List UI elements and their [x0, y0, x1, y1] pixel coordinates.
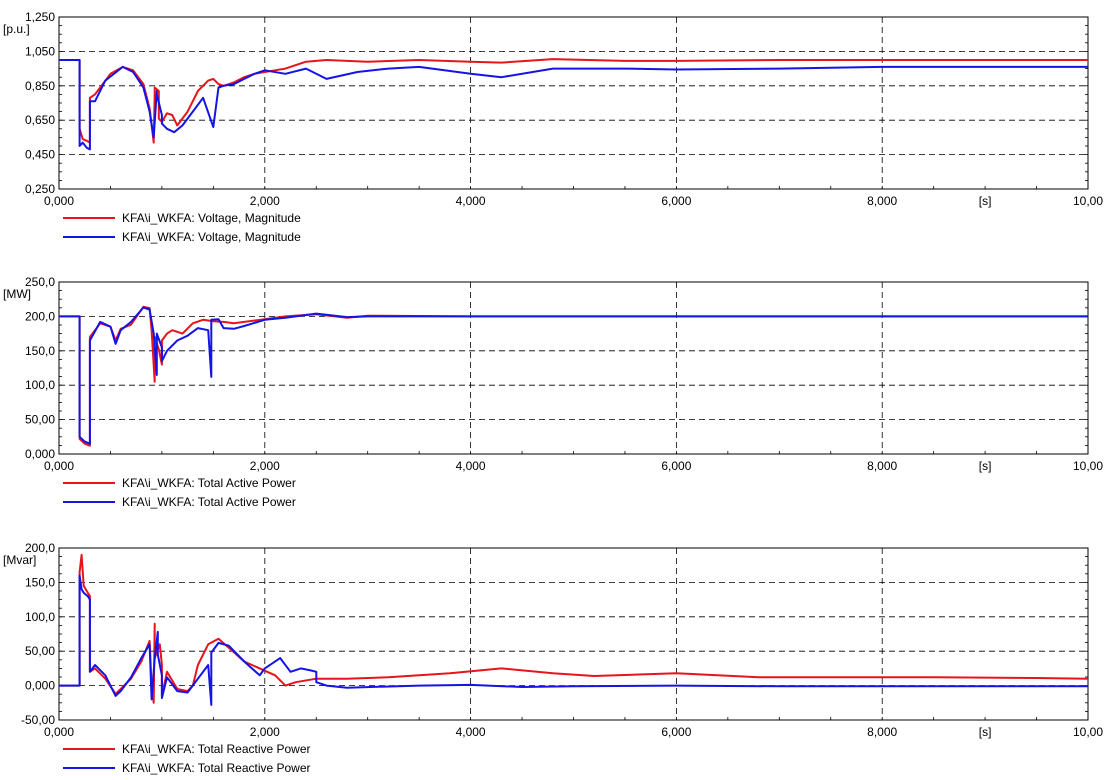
y-unit-label: [Mvar] [3, 553, 36, 567]
series-line-2 [59, 574, 1088, 706]
plot-frame [58, 547, 1089, 721]
x-tick-label: 4,000 [456, 725, 486, 739]
y-tick-label: -50,00 [21, 713, 55, 727]
x-unit-label: [s] [979, 725, 992, 739]
y-tick-label: 0,450 [25, 148, 55, 162]
x-tick-label: 8,000 [867, 459, 897, 473]
y-tick-label: 200,0 [25, 541, 55, 555]
x-tick-label: 2,000 [250, 725, 280, 739]
legend-label: KFA\i_WKFA: Total Reactive Power [122, 742, 311, 756]
y-tick-label: 50,00 [25, 413, 55, 427]
x-tick-label: 0,000 [44, 459, 74, 473]
y-unit-label: [p.u.] [3, 22, 30, 36]
y-tick-label: 1,050 [25, 44, 55, 58]
x-tick-label: 4,000 [456, 194, 486, 208]
y-tick-label: 0,000 [25, 447, 55, 461]
plot-frame [58, 281, 1089, 455]
y-tick-label: 250,0 [25, 275, 55, 289]
plot-frame [58, 16, 1089, 190]
series-line-2 [59, 59, 1088, 151]
series-line-1 [59, 58, 1088, 144]
y-tick-label: 100,0 [25, 610, 55, 624]
y-tick-label: 50,00 [25, 644, 55, 658]
chart-panel-2: 250,0 200,0 150,0 100,0 50,00 0,000 [MW] 0,000 2… [3, 275, 1103, 509]
x-tick-label: 4,000 [456, 459, 486, 473]
y-unit-label: [MW] [3, 287, 31, 301]
y-tick-label: 100,0 [25, 378, 55, 392]
x-tick-label: 6,000 [661, 194, 691, 208]
x-tick-label: 10,00 [1073, 194, 1103, 208]
y-tick-label: 0,000 [25, 679, 55, 693]
x-unit-label: [s] [979, 459, 992, 473]
x-tick-label: 6,000 [661, 459, 691, 473]
legend-label: KFA\i_WKFA: Voltage, Magnitude [122, 230, 301, 244]
x-tick-label: 2,000 [250, 459, 280, 473]
legend-label: KFA\i_WKFA: Total Reactive Power [122, 761, 311, 775]
legend-label: KFA\i_WKFA: Voltage, Magnitude [122, 211, 301, 225]
x-unit-label: [s] [979, 194, 992, 208]
chart-panel-3: 200,0150,0100,050,000,000-50,00[Mvar]0,0… [3, 541, 1103, 775]
chart-panel-1: 1,250 1,050 0,850 0,650 0,450 0,250 [p.u.] 0,00… [3, 10, 1103, 244]
series-line-1 [59, 553, 1089, 704]
y-tick-label: 200,0 [25, 309, 55, 323]
legend-label: KFA\i_WKFA: Total Active Power [122, 476, 296, 490]
x-tick-label: 0,000 [44, 194, 74, 208]
y-tick-label: 150,0 [25, 575, 55, 589]
x-tick-label: 8,000 [867, 194, 897, 208]
x-tick-label: 10,00 [1073, 725, 1103, 739]
y-tick-label: 0,850 [25, 79, 55, 93]
x-tick-label: 10,00 [1073, 459, 1103, 473]
x-tick-label: 8,000 [867, 725, 897, 739]
series-line-2 [59, 306, 1088, 445]
y-tick-label: 0,650 [25, 113, 55, 127]
x-tick-label: 0,000 [44, 725, 74, 739]
x-tick-label: 6,000 [661, 725, 691, 739]
y-tick-label: 0,250 [25, 182, 55, 196]
x-tick-label: 2,000 [250, 194, 280, 208]
legend-label: KFA\i_WKFA: Total Active Power [122, 495, 296, 509]
y-tick-label: 1,250 [25, 10, 55, 24]
y-tick-label: 150,0 [25, 344, 55, 358]
series-line-1 [59, 305, 1088, 447]
